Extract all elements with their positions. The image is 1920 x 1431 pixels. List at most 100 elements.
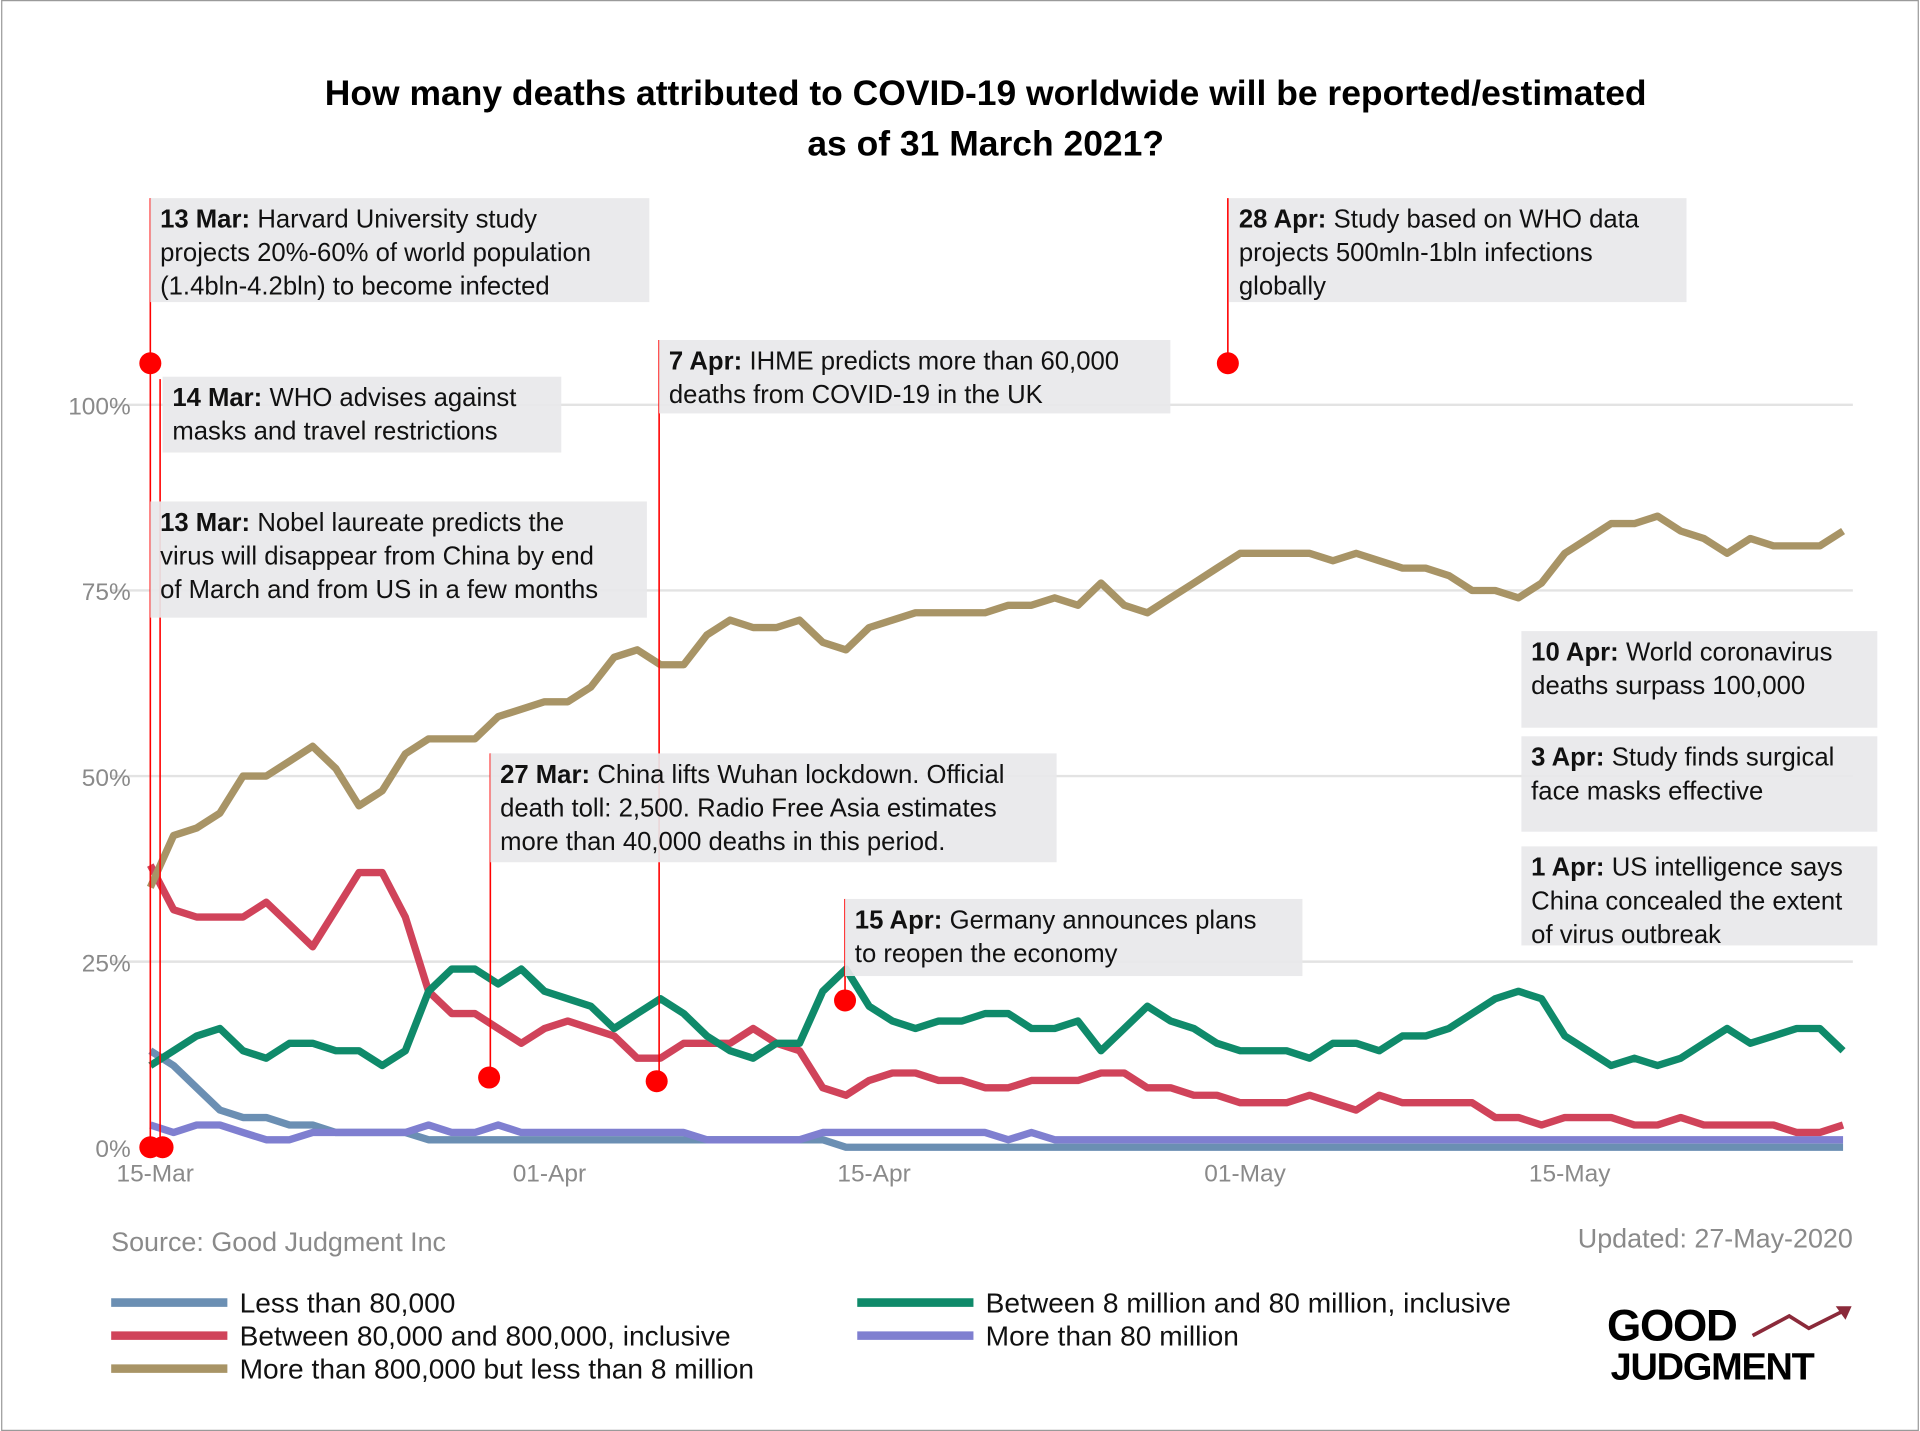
x-tick-label: 15-Apr <box>837 1160 910 1187</box>
annotation-text-line: virus will disappear from China by end <box>160 542 594 570</box>
logo-line-1: GOOD <box>1607 1301 1737 1350</box>
annotation-text-line: 13 Mar: Harvard University study <box>160 205 537 233</box>
annotation: 27 Mar: China lifts Wuhan lockdown. Offic… <box>490 753 1057 863</box>
annotation-marker-dot <box>139 352 162 375</box>
series-line-0 <box>148 1047 1844 1151</box>
legend-label: Between 8 million and 80 million, inclus… <box>986 1287 1511 1318</box>
logo-line-2: JUDGMENT <box>1611 1347 1815 1389</box>
source-note: Source: Good Judgment Inc <box>111 1227 446 1257</box>
annotation-text-line: 14 Mar: WHO advises against <box>172 384 516 412</box>
annotation-date: 1 Apr: <box>1531 854 1604 882</box>
annotation-text-line: 10 Apr: World coronavirus <box>1531 638 1832 666</box>
legend-item: More than 800,000 but less than 8 millio… <box>111 1353 754 1384</box>
annotation-text-line: deaths surpass 100,000 <box>1531 672 1805 700</box>
annotation-date: 7 Apr: <box>669 347 742 375</box>
annotation-text-line: deaths from COVID-19 in the UK <box>669 381 1043 409</box>
annotation: 1 Apr: US intelligence says China conceale… <box>1521 846 1878 949</box>
logo-arrowhead-icon <box>1835 1306 1852 1320</box>
annotation: 14 Mar: WHO advises against masks and trav… <box>162 376 562 453</box>
annotation-marker-dot <box>834 989 857 1012</box>
annotation: 10 Apr: World coronavirus deaths surpass 1… <box>1521 631 1878 728</box>
y-tick-label: 0% <box>95 1136 130 1163</box>
y-tick-label: 75% <box>82 579 131 606</box>
y-tick-label: 50% <box>82 765 131 792</box>
legend-item: Less than 80,000 <box>111 1287 455 1318</box>
annotation-date: 13 Mar: <box>160 509 250 537</box>
annotation-text-line: 1 Apr: US intelligence says <box>1531 854 1843 882</box>
annotation-box <box>1521 736 1878 832</box>
annotation-box <box>1229 198 1687 303</box>
logo-arrow-icon <box>1751 1308 1847 1338</box>
annotation-text: Nobel laureate predicts the <box>257 509 564 537</box>
annotation: 15 Apr: Germany announces plans to reopen … <box>845 898 1303 977</box>
annotation-text-line: 15 Apr: Germany announces plans <box>855 906 1257 934</box>
annotation-date: 27 Mar: <box>500 761 590 789</box>
good-judgment-logo: GOOD JUDGMENT <box>1607 1301 1852 1389</box>
legend-item: Between 8 million and 80 million, inclus… <box>857 1287 1511 1318</box>
annotation-text-line: China concealed the extent <box>1531 887 1842 915</box>
annotation-text-line: 27 Mar: China lifts Wuhan lockdown. Offic… <box>500 761 1004 789</box>
legend-item: Between 80,000 and 800,000, inclusive <box>111 1320 731 1351</box>
annotation-box <box>150 198 650 303</box>
annotation-text: World coronavirus <box>1626 638 1832 666</box>
series-lines <box>146 512 1846 1151</box>
annotation-marker-dot <box>478 1066 501 1089</box>
annotation-marker-dot <box>645 1070 668 1093</box>
annotation-text: WHO advises against <box>270 384 517 412</box>
annotation-box <box>659 340 1171 414</box>
annotation-text-line: of virus outbreak <box>1531 921 1721 949</box>
annotation-text: US intelligence says <box>1612 854 1843 882</box>
series-line-3 <box>146 512 1846 889</box>
legend-item: More than 80 million <box>857 1320 1239 1351</box>
annotation-text-line: masks and travel restrictions <box>172 418 497 446</box>
annotation-box <box>1521 846 1878 946</box>
annotation-text-line: 3 Apr: Study finds surgical <box>1531 744 1834 772</box>
legend-label: Between 80,000 and 800,000, inclusive <box>240 1320 731 1351</box>
legend-label: More than 800,000 but less than 8 millio… <box>240 1353 754 1384</box>
legend-label: Less than 80,000 <box>240 1287 456 1318</box>
annotation: 13 Mar: Nobel laureate predicts the virus … <box>150 501 647 618</box>
annotation: 3 Apr: Study finds surgical face masks eff… <box>1521 736 1878 832</box>
x-tick-label: 01-May <box>1204 1160 1286 1187</box>
annotation-text: Study finds surgical <box>1612 744 1835 772</box>
legend-label: More than 80 million <box>986 1320 1239 1351</box>
chart-title-line-1: How many deaths attributed to COVID-19 w… <box>325 73 1647 113</box>
annotation-text: China lifts Wuhan lockdown. Official <box>597 761 1004 789</box>
y-tick-label: 25% <box>82 950 131 977</box>
annotation-text-line: death toll: 2,500. Radio Free Asia estim… <box>500 794 997 822</box>
annotation-marker-dot <box>151 1136 174 1159</box>
annotation-boxes: 13 Mar: Harvard University studyprojects … <box>150 198 1878 977</box>
annotation: 7 Apr: IHME predicts more than 60,000 deat… <box>659 340 1171 414</box>
annotation-box <box>845 898 1303 977</box>
annotation-text: Germany announces plans <box>950 906 1257 934</box>
annotation-date: 13 Mar: <box>160 205 250 233</box>
annotation: 28 Apr: Study based on WHO data projects 5… <box>1229 198 1687 303</box>
annotation-date: 3 Apr: <box>1531 744 1604 772</box>
annotation-date: 15 Apr: <box>855 906 943 934</box>
y-axis-ticks: 0% 25% 50% 75% 100% <box>68 394 131 1163</box>
annotations: 13 Mar: Harvard University studyprojects … <box>139 198 1878 1159</box>
annotation-text-line: 7 Apr: IHME predicts more than 60,000 <box>669 347 1119 375</box>
series-line-2 <box>147 863 1845 1137</box>
x-tick-label: 15-May <box>1529 1160 1611 1187</box>
annotation-text: IHME predicts more than 60,000 <box>749 347 1119 375</box>
annotation-marker-dot <box>1216 352 1239 375</box>
annotation-text: Study based on WHO data <box>1334 205 1640 233</box>
y-tick-label: 100% <box>68 394 131 421</box>
annotation-text-line: face masks effective <box>1531 777 1763 805</box>
series-line-4 <box>148 965 1846 1070</box>
annotation-date: 14 Mar: <box>172 384 262 412</box>
annotation-text-line: of March and from US in a few months <box>160 576 598 604</box>
annotation-text-line: 13 Mar: Nobel laureate predicts the <box>160 509 564 537</box>
annotation-date: 28 Apr: <box>1239 205 1327 233</box>
annotation-text-line: projects 500mln-1bln infections <box>1239 239 1593 267</box>
annotation-text: Harvard University study <box>257 205 537 233</box>
x-tick-label: 15-Mar <box>116 1160 193 1187</box>
chart-title-line-2: as of 31 March 2021? <box>807 123 1164 163</box>
updated-note: Updated: 27-May-2020 <box>1578 1224 1853 1254</box>
annotation-box <box>490 753 1057 863</box>
annotation-box <box>162 376 562 453</box>
annotation-date: 10 Apr: <box>1531 638 1619 666</box>
x-tick-label: 01-Apr <box>513 1160 586 1187</box>
